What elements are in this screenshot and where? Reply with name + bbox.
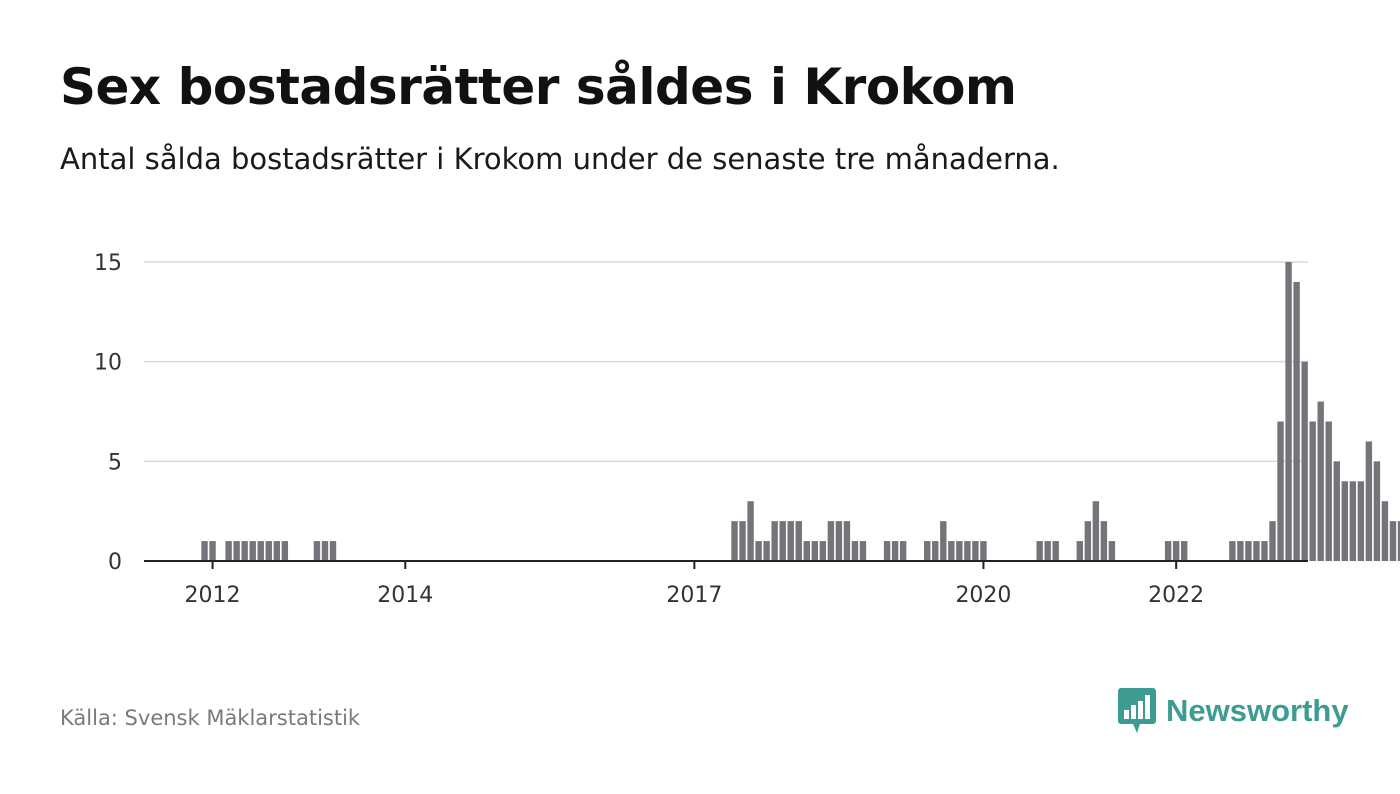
x-tick-label: 2020 [955,583,1011,608]
y-tick-label: 10 [94,351,122,376]
bar [1389,521,1397,561]
bar [1373,461,1381,561]
bar [1341,481,1348,561]
bar [827,521,835,561]
bar [924,541,931,561]
bar [787,521,794,561]
x-tick-label: 2012 [185,583,241,608]
bar [1180,541,1188,561]
bar [1108,541,1116,561]
bar [1172,541,1180,561]
bar [1036,541,1043,561]
bar [1317,401,1324,561]
brand-name: Newsworthy [1166,693,1349,728]
bar [273,541,280,561]
bar [1245,541,1252,561]
y-tick-label: 0 [108,550,122,575]
bar [1285,262,1292,561]
bar [731,521,738,561]
bar [1381,501,1389,561]
bar [329,541,337,561]
y-tick-label: 15 [94,251,122,276]
bar [1164,541,1172,561]
bar [1269,521,1276,561]
bar [1229,541,1236,561]
bar [940,521,947,561]
bar [779,521,786,561]
bar [1100,521,1108,561]
bar [209,541,216,561]
bar [1309,421,1316,561]
bar [265,541,272,561]
bar [980,541,987,561]
bar [1076,541,1083,561]
bar [233,541,240,561]
x-tick-label: 2017 [666,583,722,608]
bar [1092,501,1100,561]
bar [891,541,899,561]
bar [313,541,321,561]
bar [956,541,963,561]
bar [1365,441,1373,561]
bar [972,541,979,561]
bar [795,521,802,561]
bar [964,541,971,561]
bar [843,521,851,561]
bar [899,541,907,561]
bar [321,541,329,561]
bar [755,541,762,561]
y-tick-label: 5 [108,450,122,475]
bar [883,541,891,561]
bar [739,521,746,561]
bar [747,501,754,561]
bar [948,541,955,561]
bar [1397,521,1400,561]
chart-subtitle: Antal sålda bostadsrätter i Krokom under… [60,142,1060,176]
bar [819,541,827,561]
bar [1084,521,1092,561]
bar [1325,421,1332,561]
bar [249,541,256,561]
bar [811,541,819,561]
bar [1237,541,1244,561]
source-note: Källa: Svensk Mäklarstatistik [60,706,361,730]
bar [201,541,208,561]
bar [225,541,232,561]
bar [932,541,939,561]
chart-title: Sex bostadsrätter såldes i Krokom [60,58,1017,116]
bar [803,541,810,561]
bar [771,521,778,561]
bar [1333,461,1340,561]
bar [257,541,264,561]
x-tick-label: 2014 [377,583,433,608]
bar [851,541,859,561]
bar [1052,541,1059,561]
newsworthy-logo[interactable]: Newsworthy [1118,688,1349,734]
bar [1261,541,1268,561]
bar [1357,481,1365,561]
bar [763,541,770,561]
bar [1277,421,1284,561]
bar [859,541,867,561]
x-tick-label: 2022 [1148,583,1204,608]
bar [1301,361,1308,561]
bar [241,541,248,561]
bar [1044,541,1051,561]
bar [1349,481,1357,561]
bar [281,541,289,561]
bar [1293,281,1300,561]
bar-chart-speech-bubble-icon [1118,688,1156,733]
bar [1253,541,1260,561]
bar [835,521,843,561]
